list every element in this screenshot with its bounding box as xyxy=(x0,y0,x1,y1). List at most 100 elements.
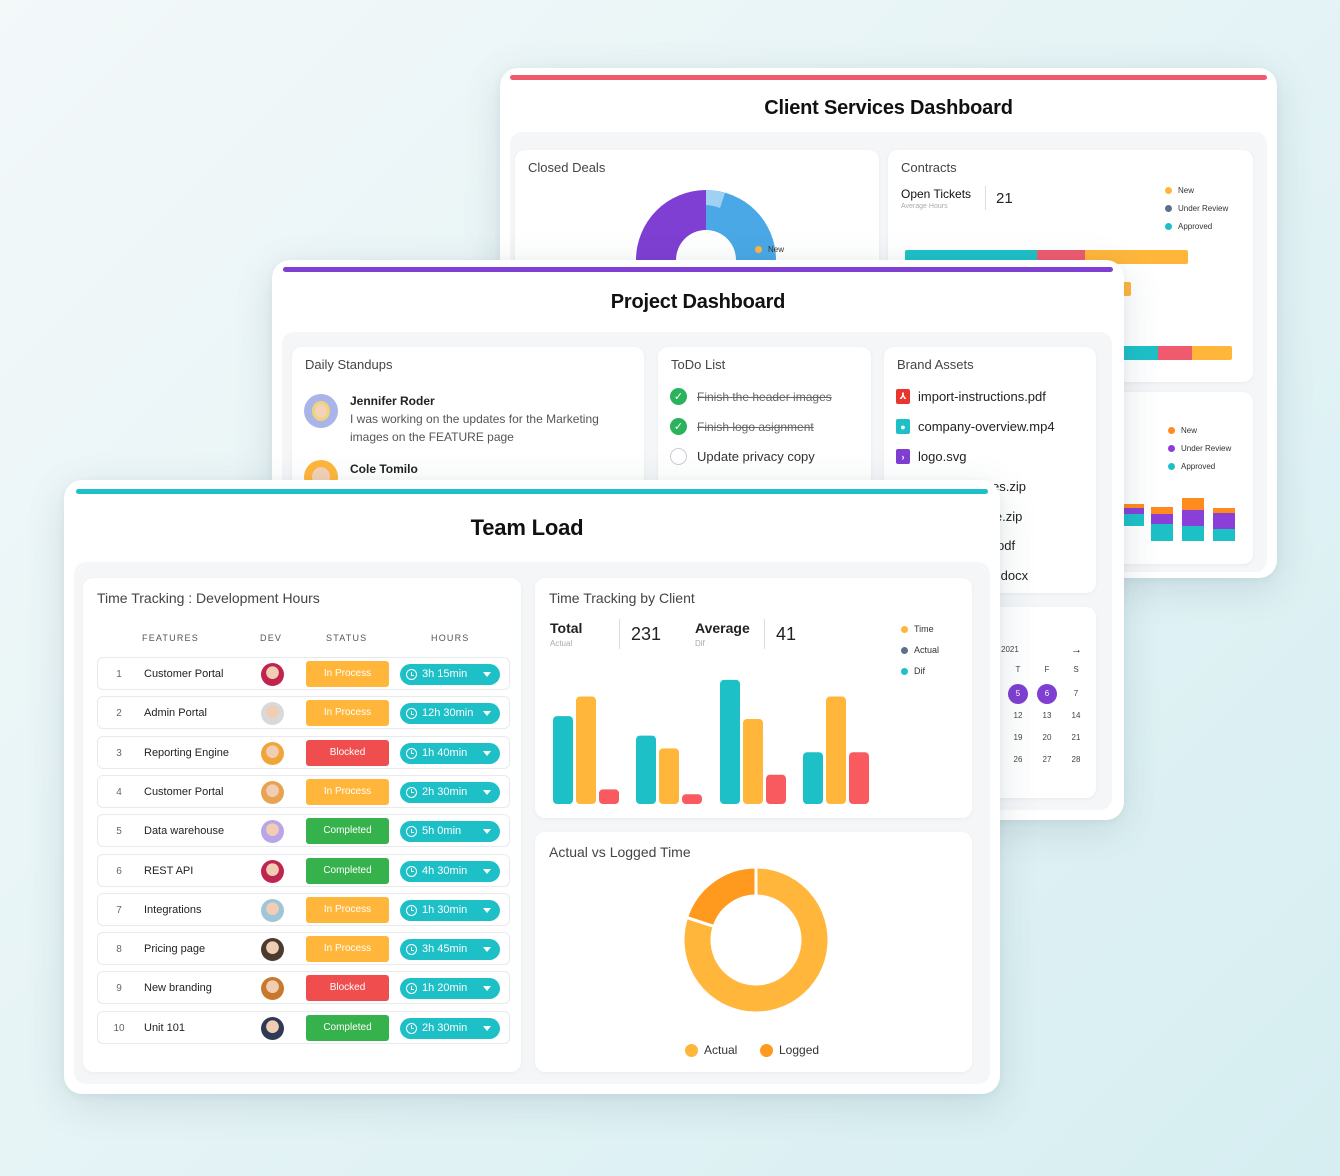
todo-item[interactable]: ✓ Finish the header images xyxy=(670,388,832,405)
asset-clipped[interactable]: pdf xyxy=(997,538,1016,553)
calendar-day-selected[interactable]: 6 xyxy=(1037,684,1057,704)
feature-name: Admin Portal xyxy=(144,707,207,720)
todo-card: ToDo List ✓ Finish the header images ✓ F… xyxy=(658,347,871,497)
table-row[interactable]: 2 Admin Portal In Process 12h 30min xyxy=(97,696,510,730)
dev-avatar[interactable] xyxy=(261,663,284,686)
hours-value: 3h 15min xyxy=(422,668,468,680)
table-row[interactable]: 5 Data warehouse Completed 5h 0min xyxy=(97,814,510,848)
bottom-legend-approved: Approved xyxy=(1168,462,1215,471)
dev-avatar[interactable] xyxy=(261,780,284,804)
calendar-day[interactable]: 27 xyxy=(1042,755,1052,764)
todo-item[interactable]: ✓ Finish logo asignment xyxy=(670,418,814,435)
divider xyxy=(764,619,765,649)
status-badge: Completed xyxy=(306,857,389,884)
unchecked-icon[interactable] xyxy=(670,448,687,465)
calendar-day[interactable]: 21 xyxy=(1071,733,1081,742)
table-row[interactable]: 8 Pricing page In Process 3h 45min xyxy=(97,932,510,966)
hours-value: 12h 30min xyxy=(422,707,474,720)
table-row[interactable]: 10 Unit 101 Completed 2h 30min xyxy=(97,1010,510,1044)
asset-item[interactable]: › logo.svg xyxy=(896,449,966,464)
stacked-bar-chart xyxy=(1122,498,1235,541)
table-row[interactable]: 3 Reporting Engine Blocked 1h 40min xyxy=(97,735,510,769)
calendar-day[interactable]: 7 xyxy=(1073,689,1079,698)
feature-name: Customer Portal xyxy=(144,785,224,798)
table-row[interactable]: 9 New branding Blocked 1h 20min xyxy=(97,971,510,1005)
legend-dot xyxy=(1165,187,1172,194)
row-number: 9 xyxy=(116,983,122,995)
contracts-title: Contracts xyxy=(901,160,957,175)
hours-dropdown[interactable]: 12h 30min xyxy=(400,703,500,725)
closed-deals-donut xyxy=(636,190,776,260)
chevron-down-icon xyxy=(483,711,491,717)
asset-item[interactable]: ● company-overview.mp4 xyxy=(896,419,1055,434)
dev-avatar[interactable] xyxy=(261,898,284,922)
calendar-day[interactable]: 12 xyxy=(1013,711,1023,720)
checked-icon[interactable]: ✓ xyxy=(670,418,687,435)
dev-avatar[interactable] xyxy=(261,938,284,962)
table-row[interactable]: 1 Customer Portal In Process 3h 15min xyxy=(97,657,510,690)
hours-value: 3h 45min xyxy=(422,943,468,956)
bar-dif xyxy=(682,794,702,804)
dev-avatar[interactable] xyxy=(261,859,284,883)
calendar-day-selected[interactable]: 5 xyxy=(1008,684,1028,704)
hours-dropdown[interactable]: 1h 20min xyxy=(400,978,500,1000)
calendar-header: T xyxy=(1015,665,1021,674)
total-value: 231 xyxy=(631,624,662,644)
open-tickets-label: Open Tickets xyxy=(901,187,972,201)
calendar-day[interactable]: 19 xyxy=(1013,733,1023,742)
chevron-down-icon xyxy=(483,1025,491,1031)
legend-dif: Dif xyxy=(901,666,925,676)
calendar-header: F xyxy=(1044,665,1050,674)
chevron-down-icon xyxy=(483,829,491,835)
legend-dot xyxy=(1165,205,1172,212)
feature-name: Customer Portal xyxy=(144,668,224,680)
dev-avatar[interactable] xyxy=(261,820,284,844)
hours-dropdown[interactable]: 4h 30min xyxy=(400,860,500,882)
bar-time xyxy=(720,679,740,804)
dev-avatar[interactable] xyxy=(261,977,284,1001)
hours-dropdown[interactable]: 3h 15min xyxy=(400,664,500,685)
hours-dropdown[interactable]: 5h 0min xyxy=(400,821,500,843)
calendar-day[interactable]: 13 xyxy=(1042,711,1052,720)
asset-item[interactable]: ⅄ import-instructions.pdf xyxy=(896,389,1046,404)
calendar-day[interactable]: 20 xyxy=(1042,733,1052,742)
calendar-day[interactable]: 28 xyxy=(1071,755,1081,764)
status-badge: Blocked xyxy=(306,739,389,766)
table-row[interactable]: 4 Customer Portal In Process 2h 30min xyxy=(97,774,510,808)
table-row[interactable]: 7 Integrations In Process 1h 30min xyxy=(97,892,510,926)
stacked-bar xyxy=(1122,504,1144,526)
hours-dropdown[interactable]: 1h 40min xyxy=(400,742,500,764)
bar-actual xyxy=(576,696,596,804)
hours-dropdown[interactable]: 3h 45min xyxy=(400,939,500,961)
dev-avatar[interactable] xyxy=(261,702,284,726)
table-row[interactable]: 6 REST API Completed 4h 30min xyxy=(97,853,510,887)
calendar-day[interactable]: 14 xyxy=(1071,711,1081,720)
clock-icon xyxy=(406,786,417,798)
hours-dropdown[interactable]: 2h 30min xyxy=(400,1017,500,1039)
legend-label: Actual xyxy=(914,645,940,655)
status-header: STATUS xyxy=(326,633,368,643)
actual-vs-logged-card: Actual vs Logged Time Actual Logged xyxy=(535,832,972,1072)
calendar-day[interactable]: 26 xyxy=(1013,755,1023,764)
dev-avatar[interactable] xyxy=(261,1016,284,1040)
svg-file-icon: › xyxy=(896,449,910,464)
open-tickets-sublabel: Average Hours xyxy=(901,203,948,210)
legend-dot xyxy=(901,625,908,633)
status-badge: Completed xyxy=(306,818,389,845)
team-window-title: Team Load xyxy=(470,515,584,540)
asset-clipped[interactable]: .docx xyxy=(997,568,1029,583)
hours-value: 2h 30min xyxy=(422,785,468,798)
row-number: 8 xyxy=(116,944,122,956)
dev-avatar[interactable] xyxy=(261,741,284,765)
bottom-legend-new: New xyxy=(1168,426,1197,435)
legend-label: New xyxy=(1178,186,1195,195)
video-file-icon: ● xyxy=(896,419,910,434)
asset-clipped[interactable]: es.zip xyxy=(992,479,1026,494)
calendar-next-arrow[interactable]: → xyxy=(1071,644,1082,656)
hours-dropdown[interactable]: 1h 30min xyxy=(400,899,500,921)
legend-time: Time xyxy=(901,624,934,634)
todo-item[interactable]: Update privacy copy xyxy=(670,448,815,465)
hours-dropdown[interactable]: 2h 30min xyxy=(400,781,500,803)
checked-icon[interactable]: ✓ xyxy=(670,388,687,405)
standup-text: I was working on the updates for the Mar… xyxy=(350,412,599,444)
